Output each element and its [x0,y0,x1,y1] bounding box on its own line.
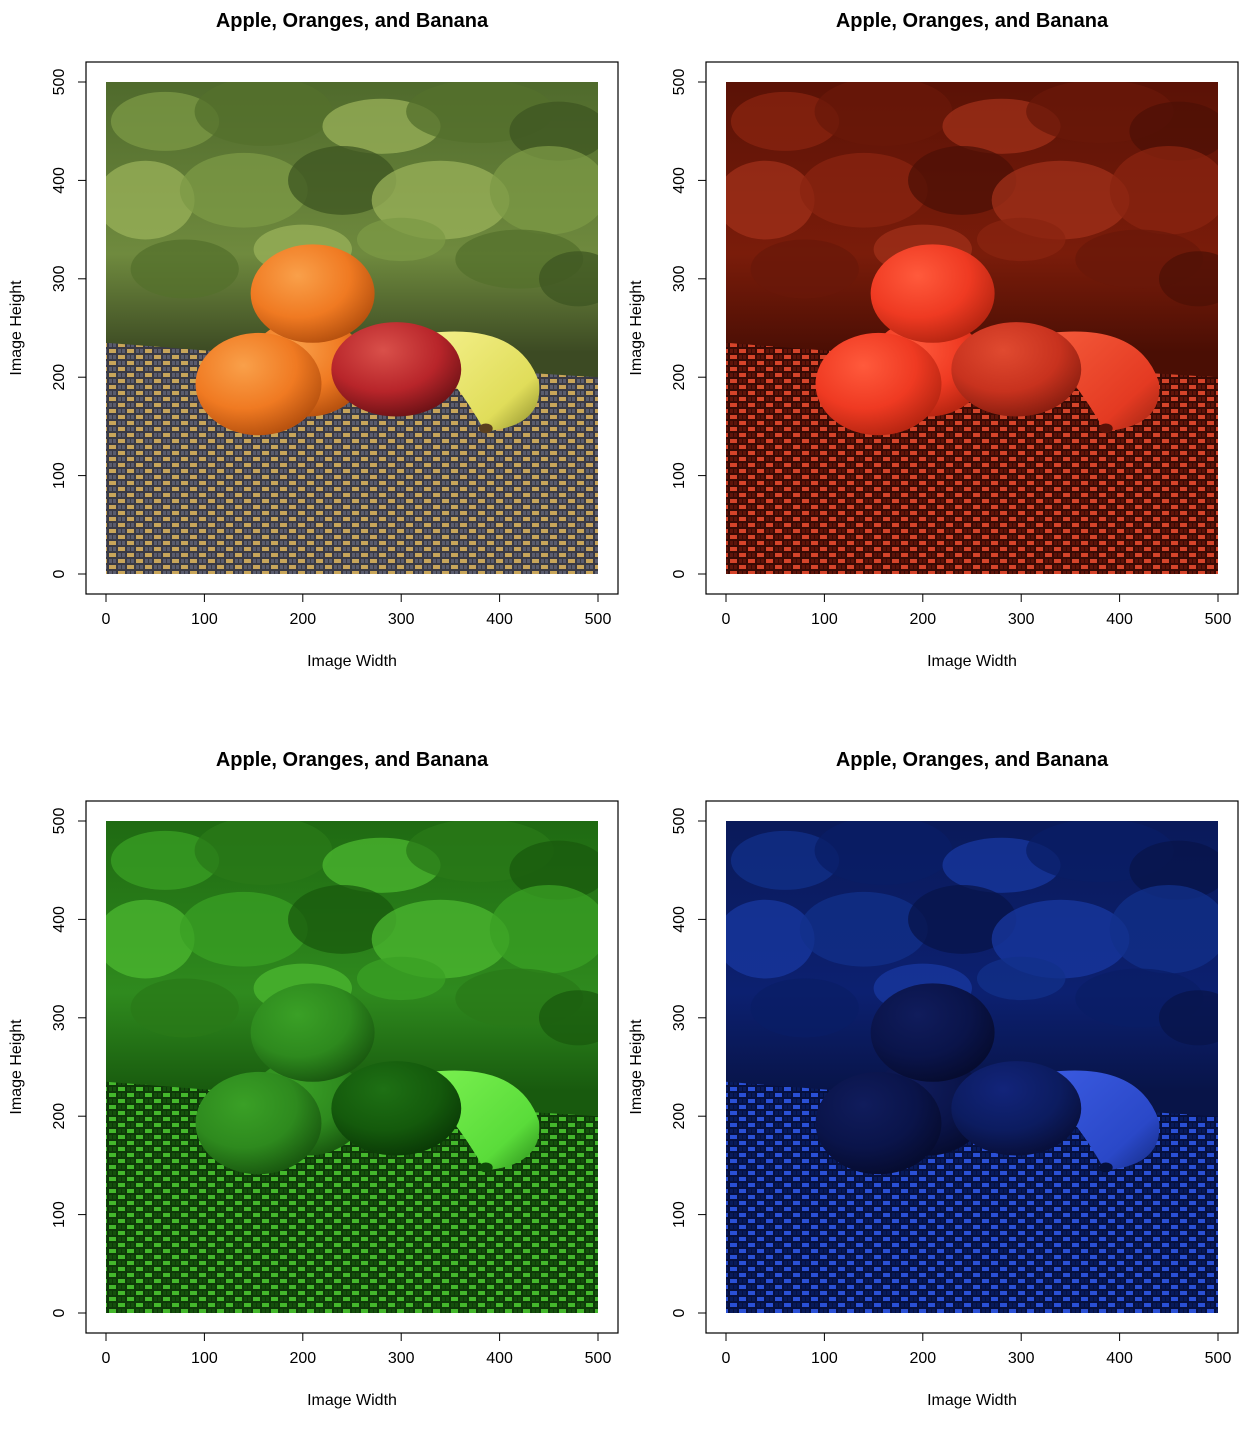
photo-image [726,821,1218,1313]
x-axis-label: Image Width [307,1392,397,1409]
chart-panel-green: Apple, Oranges, and Banana 0 100 200 300 400 5… [8,749,619,1409]
chart-title: Apple, Oranges, and Banana [216,10,489,32]
x-tick-label: 400 [486,1350,513,1367]
y-axis-label: Image Height [8,1019,25,1115]
chart-panel-rgb: Apple, Oranges, and Banana 0 100 200 300 400 5… [8,10,619,670]
x-tick-label: 0 [102,1350,111,1367]
x-tick-label: 100 [811,1350,838,1367]
x-tick-label: 200 [289,611,316,628]
x-tick-label: 400 [1106,1350,1133,1367]
y-tick-label: 200 [671,364,688,391]
photo-image [106,821,598,1313]
photo-image [106,82,598,574]
y-tick-label: 300 [51,1004,68,1031]
y-axis-label: Image Height [8,280,25,376]
y-axis-label: Image Height [628,1019,645,1115]
y-tick-label: 300 [51,265,68,292]
y-tick-label: 0 [671,569,688,578]
chart-title: Apple, Oranges, and Banana [836,10,1109,32]
x-tick-label: 300 [388,1350,415,1367]
chart-panel-red: Apple, Oranges, and Banana 0 100 200 300 400 5… [628,10,1239,670]
chart-title: Apple, Oranges, and Banana [836,749,1109,771]
x-tick-label: 100 [191,1350,218,1367]
photo-image [726,82,1218,574]
y-tick-label: 400 [671,906,688,933]
y-tick-label: 300 [671,1004,688,1031]
x-tick-label: 0 [722,1350,731,1367]
x-tick-label: 500 [585,1350,612,1367]
y-tick-label: 500 [51,69,68,96]
x-tick-label: 0 [722,611,731,628]
y-tick-label: 100 [51,1201,68,1228]
y-tick-label: 100 [51,462,68,489]
x-tick-label: 400 [486,611,513,628]
y-tick-label: 400 [51,906,68,933]
x-tick-label: 500 [585,611,612,628]
y-axis-label: Image Height [628,280,645,376]
x-tick-label: 500 [1205,1350,1232,1367]
x-tick-label: 300 [1008,1350,1035,1367]
y-tick-label: 500 [671,69,688,96]
x-tick-label: 200 [289,1350,316,1367]
x-axis-label: Image Width [927,653,1017,670]
chart-panel-blue: Apple, Oranges, and Banana 0 100 200 300 400 5… [628,749,1239,1409]
x-tick-label: 300 [1008,611,1035,628]
y-tick-label: 100 [671,1201,688,1228]
x-axis-label: Image Width [927,1392,1017,1409]
x-tick-label: 300 [388,611,415,628]
y-tick-label: 0 [51,569,68,578]
y-tick-label: 100 [671,462,688,489]
y-tick-label: 400 [51,167,68,194]
x-tick-label: 400 [1106,611,1133,628]
y-tick-label: 500 [51,808,68,835]
x-axis-label: Image Width [307,653,397,670]
x-tick-label: 200 [909,1350,936,1367]
x-tick-label: 100 [191,611,218,628]
y-tick-label: 200 [51,1103,68,1130]
y-tick-label: 200 [51,364,68,391]
x-tick-label: 200 [909,611,936,628]
x-tick-label: 100 [811,611,838,628]
y-tick-label: 300 [671,265,688,292]
y-tick-label: 400 [671,167,688,194]
x-tick-label: 500 [1205,611,1232,628]
y-tick-label: 0 [671,1308,688,1317]
y-tick-label: 0 [51,1308,68,1317]
chart-title: Apple, Oranges, and Banana [216,749,489,771]
y-tick-label: 500 [671,808,688,835]
y-tick-label: 200 [671,1103,688,1130]
x-tick-label: 0 [102,611,111,628]
